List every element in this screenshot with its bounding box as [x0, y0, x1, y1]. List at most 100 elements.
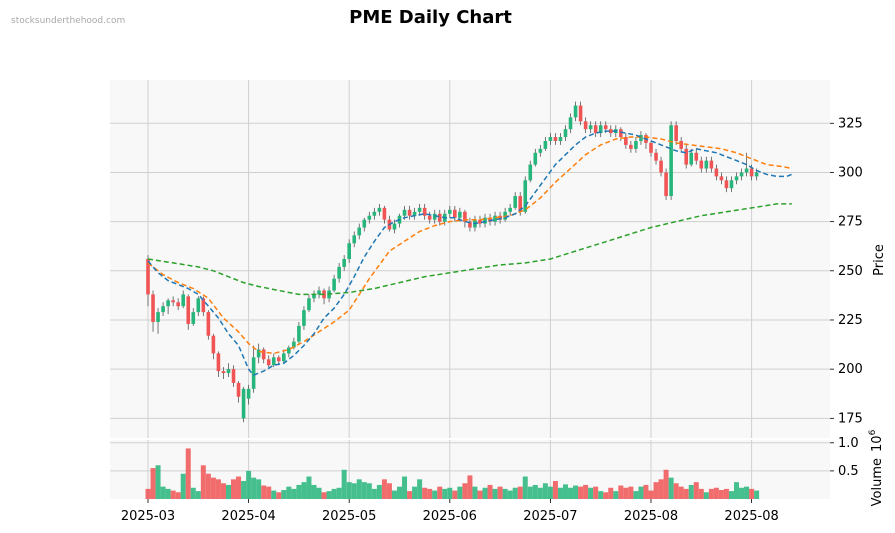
candle-body	[629, 144, 633, 149]
candle-body	[211, 335, 216, 354]
candle-body	[191, 312, 196, 324]
volume-bar	[593, 486, 599, 499]
x-tick-label: 2025-04	[221, 509, 275, 524]
candle	[427, 211, 432, 224]
volume-bar	[517, 486, 523, 499]
candle	[714, 164, 719, 181]
candle-body	[407, 209, 412, 216]
candle	[513, 192, 517, 210]
candle-body	[598, 125, 603, 134]
candle	[271, 353, 276, 368]
candle	[608, 125, 613, 138]
ma-mid-line	[147, 136, 792, 355]
volume-bar	[562, 484, 568, 499]
candle-body	[342, 259, 346, 267]
candle	[151, 290, 155, 332]
candle-body	[573, 105, 578, 118]
x-tick-label: 2025-08	[724, 509, 778, 524]
candle	[362, 217, 367, 232]
candle-body	[221, 371, 226, 374]
volume-bar	[527, 486, 533, 499]
volume-bar	[522, 476, 528, 499]
volume-bar	[457, 486, 463, 499]
candle-body	[382, 207, 387, 220]
candle-body	[226, 369, 231, 374]
volume-bar	[402, 476, 408, 499]
candle-body	[357, 227, 362, 236]
volume-bar	[744, 486, 750, 499]
candle	[191, 308, 196, 326]
candle	[483, 213, 487, 228]
candle	[251, 345, 256, 393]
candle-body	[171, 300, 175, 303]
candle	[382, 205, 387, 224]
candle	[337, 262, 341, 283]
candle	[422, 203, 427, 220]
volume-bar	[150, 468, 156, 499]
candle	[432, 209, 437, 224]
candle	[694, 148, 699, 165]
candle-body	[488, 217, 492, 222]
volume-bar	[175, 492, 181, 499]
candle	[448, 205, 452, 218]
candle-body	[739, 172, 744, 177]
x-tick-label: 2025-05	[322, 509, 376, 524]
price-panel-background	[110, 80, 830, 438]
candle	[241, 386, 246, 423]
volume-bar	[437, 486, 443, 499]
candle-body	[699, 160, 704, 169]
x-axis-ticks: 2025-03 2025-04 2025-05 2025-06 2025-07 2025-…	[121, 499, 779, 524]
candle	[674, 121, 678, 145]
candle-body	[578, 105, 583, 122]
candle-body	[176, 302, 180, 307]
candle-body	[583, 121, 588, 130]
volume-bar	[397, 486, 402, 499]
candle	[583, 117, 588, 134]
candle-body	[186, 296, 191, 324]
candle-body	[302, 310, 306, 326]
candle	[588, 121, 593, 134]
volume-bar	[432, 490, 438, 499]
candle-body	[543, 140, 548, 149]
candle	[357, 223, 362, 240]
volume-tick-label: 0.5	[838, 464, 859, 479]
candle-body	[297, 325, 301, 342]
volume-bar	[693, 482, 699, 499]
x-tick-label: 2025-03	[121, 509, 175, 524]
candle-body	[332, 278, 336, 291]
ma-short-line	[147, 130, 793, 376]
candle-body	[593, 125, 598, 134]
candle-body	[689, 152, 694, 165]
candle	[407, 205, 412, 220]
volume-bar	[487, 484, 493, 499]
candle	[528, 160, 533, 183]
candle	[231, 365, 236, 387]
candle	[649, 140, 653, 157]
candle-body	[463, 211, 467, 222]
candle-body	[377, 207, 382, 212]
volume-bar	[336, 487, 342, 499]
candle	[598, 121, 603, 138]
candle-body	[181, 294, 186, 307]
volume-bar	[180, 473, 186, 499]
x-tick-label: 2025-07	[523, 509, 577, 524]
candle	[332, 274, 336, 293]
candle-body	[392, 223, 397, 230]
volume-bar	[708, 488, 714, 499]
candle	[669, 121, 673, 200]
volume-bar	[215, 479, 221, 499]
candle	[659, 156, 663, 177]
volume-bar	[623, 487, 629, 499]
volume-bar	[653, 482, 659, 499]
price-tick-label: 325	[838, 116, 863, 131]
volume-bar	[547, 486, 553, 499]
volume-bar	[231, 479, 237, 499]
volume-bar	[276, 492, 282, 499]
volume-bar	[507, 490, 513, 499]
candle	[739, 168, 744, 181]
volume-bar	[185, 448, 191, 499]
price-tick-label: 250	[838, 264, 863, 279]
price-tick-label: 275	[838, 215, 863, 230]
candle-body	[679, 140, 683, 149]
volume-bar	[482, 487, 488, 499]
